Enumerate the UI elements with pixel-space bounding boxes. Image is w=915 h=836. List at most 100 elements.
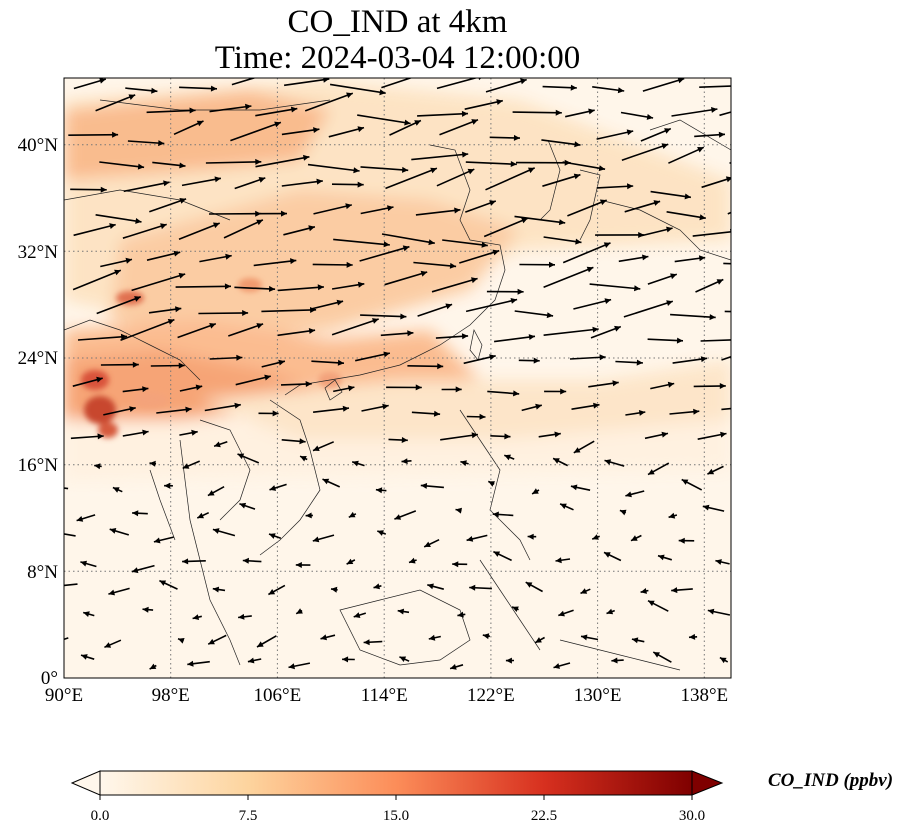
wind-arrow-head [532, 488, 539, 494]
wind-arrow-head [132, 361, 139, 368]
wind-arrow-head [295, 562, 302, 568]
wind-arrow-head [167, 319, 175, 325]
wind-arrow-head [109, 528, 117, 534]
wind-arrow-head [744, 83, 750, 89]
wind-arrow-head [164, 482, 171, 489]
wind-arrow [64, 583, 78, 587]
wind-arrow-head [510, 298, 518, 304]
wind-arrow-head [163, 180, 170, 187]
wind-arrow [719, 111, 731, 117]
wind-arrow-head [182, 463, 190, 469]
wind-arrow [724, 310, 731, 313]
longitude-axis: 90°E 98°E 106°E 114°E 122°E 130°E 138°E [45, 685, 728, 706]
wind-arrow-head [763, 196, 770, 202]
wind-arrow-head [128, 94, 136, 100]
wind-arrow-head [520, 78, 527, 85]
wind-arrow [73, 223, 116, 237]
wind-arrow-head [191, 429, 198, 436]
wind-arrow-head [702, 504, 710, 511]
wind-arrow-head [178, 272, 186, 279]
wind-arrow-head [549, 261, 555, 268]
wind-arrow-head [555, 557, 562, 564]
wind-arrow-head [239, 502, 247, 509]
wind-arrow-head [173, 250, 181, 257]
wind-arrow-head [664, 128, 671, 134]
wind-arrow [120, 318, 175, 342]
wind-arrow-head [631, 637, 639, 644]
wind-arrow-head [407, 330, 414, 337]
wind-arrow-head [504, 454, 511, 461]
wind-arrow-head [142, 429, 149, 436]
wind-arrow-head [225, 253, 232, 260]
wind-arrow [277, 329, 316, 337]
wind-arrow-head [414, 120, 421, 126]
wind-arrow-head [132, 510, 139, 517]
wind-arrow-head [553, 663, 560, 669]
wind-arrow [668, 146, 705, 164]
wind-arrow [122, 223, 167, 239]
wind-arrow-head [592, 326, 599, 333]
coastlines [64, 99, 731, 671]
wind-arrow-head [560, 503, 567, 510]
colorbar-label: CO_IND (ppbv) [768, 770, 894, 791]
wind-arrow-head [648, 600, 655, 607]
wind-arrow-head [513, 134, 520, 141]
wind-arrow-head [56, 531, 62, 537]
lon-tick-label: 130°E [574, 685, 622, 706]
wind-arrow-head [208, 638, 215, 645]
colorbar-tick-label: 15.0 [383, 808, 409, 824]
lon-tick-label: 90°E [45, 685, 83, 706]
wind-arrow [223, 219, 264, 239]
wind-arrow-head [342, 405, 349, 412]
wind-arrow [312, 263, 353, 266]
wind-arrow-head [267, 71, 274, 77]
wind-arrow-head [492, 511, 499, 518]
wind-arrow [255, 156, 310, 168]
wind-arrow-head [149, 663, 157, 670]
lat-tick-label: 0° [41, 668, 58, 689]
wind-arrow-head [625, 491, 632, 498]
wind-arrow-head [420, 270, 428, 277]
wind-arrow-head [255, 158, 262, 165]
wind-arrow [596, 185, 634, 189]
wind-arrow [440, 433, 479, 441]
wind-arrow-head [420, 483, 428, 489]
wind-arrow-head [467, 168, 475, 175]
wind-arrow [436, 168, 475, 187]
wind-arrow [699, 85, 731, 88]
wind-arrow-head [575, 238, 582, 245]
wind-arrow-head [210, 85, 217, 92]
wind-arrow [95, 214, 142, 223]
wind-arrow-head [707, 608, 715, 615]
wind-arrow-head [195, 384, 203, 391]
wind-arrow [543, 236, 582, 244]
wind-arrow-head [97, 433, 104, 440]
colorbar-gradient [99, 770, 693, 796]
wind-arrow-head [606, 608, 614, 615]
wind-arrow [692, 230, 731, 237]
wind-arrow [384, 271, 428, 286]
wind-arrow-head [482, 633, 490, 640]
wind-arrow-head [185, 406, 192, 413]
wind-arrow [235, 375, 271, 386]
wind-arrow-head [428, 634, 436, 641]
wind-arrow [360, 314, 407, 318]
wind-arrow [623, 300, 674, 318]
lon-tick-label: 106°E [254, 685, 302, 706]
wind-arrow-head [179, 162, 186, 169]
wind-arrow-head [320, 634, 327, 641]
wind-arrow [589, 283, 641, 290]
wind-arrow-head [469, 584, 476, 591]
wind-arrow-head [489, 200, 496, 206]
wind-arrow-head [626, 129, 634, 136]
wind-arrow-head [678, 537, 685, 544]
wind-arrow-head [401, 437, 408, 443]
wind-arrow-head [424, 541, 431, 547]
wind-arrow-head [256, 219, 263, 226]
wind-arrow-head [308, 225, 315, 232]
wind-arrow [436, 78, 479, 90]
wind-arrow [99, 161, 145, 169]
wind-arrow-head [707, 468, 715, 475]
wind-arrow-head [725, 176, 731, 183]
